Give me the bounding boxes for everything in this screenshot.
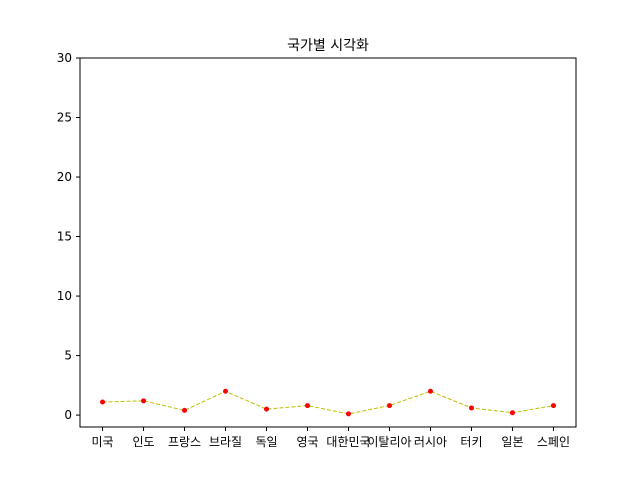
y-tick-label: 25 [57,111,72,125]
data-point [509,410,515,416]
data-point [468,405,474,411]
x-tick-label: 영국 [296,435,318,449]
plot-frame [79,57,577,428]
y-tick-label: 15 [57,230,72,244]
x-tick-label: 스페인 [537,435,570,449]
y-tick-label: 0 [64,408,72,422]
x-tick-label: 일본 [501,435,523,449]
x-tick-label: 러시아 [414,435,447,449]
data-point [550,403,556,409]
data-point [141,398,147,404]
x-tick-label: 브라질 [209,435,242,449]
y-tick-label: 5 [64,349,72,363]
data-point [100,399,106,405]
y-tick-label: 20 [57,170,72,184]
x-tick-label: 터키 [460,435,482,449]
data-point [182,407,188,413]
y-tick-label: 10 [57,289,72,303]
y-tick-label: 30 [57,51,72,65]
x-tick-label: 인도 [132,435,154,449]
data-point [386,403,392,409]
x-tick-label: 대한민국 [326,435,370,449]
data-point [264,406,270,412]
x-tick-label: 프랑스 [168,435,201,449]
data-point [223,388,229,394]
series-line [102,390,554,415]
chart-title: 국가별 시각화 [287,38,369,54]
data-point [427,388,433,394]
x-tick-label: 독일 [255,435,277,449]
x-tick-label: 이탈리아 [367,435,411,449]
data-point [305,403,311,409]
y-axis: 0 5 10 15 20 25 30 [57,51,80,422]
data-point [345,411,351,417]
x-tick-label: 미국 [91,435,113,449]
data-points [100,388,556,417]
